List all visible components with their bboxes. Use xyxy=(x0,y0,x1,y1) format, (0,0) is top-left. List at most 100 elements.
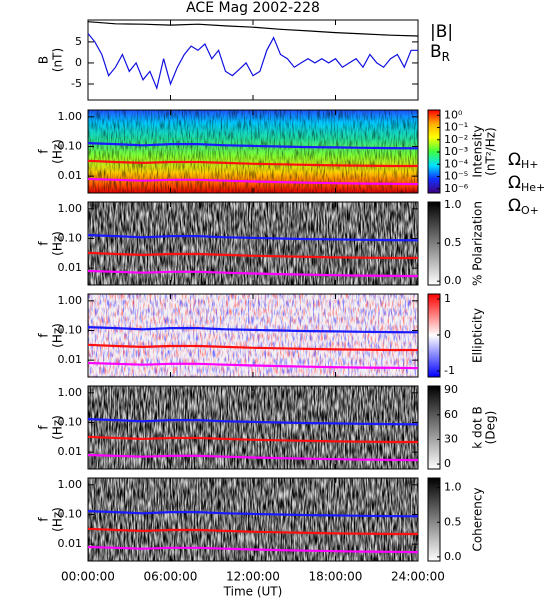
colorbar-label: Intensity xyxy=(471,125,485,177)
y-tick-label: 1.00 xyxy=(58,110,83,123)
y-tick-label: 0.10 xyxy=(58,415,83,428)
series-line xyxy=(87,177,419,186)
y-axis-label: f xyxy=(37,149,51,154)
spectrogram-texture xyxy=(88,386,418,469)
colorbar-tick-label: 10⁻¹ xyxy=(444,121,468,134)
y-tick-label: 1.00 xyxy=(58,478,83,491)
y-axis-label: (Hz) xyxy=(51,415,65,440)
series-line xyxy=(87,527,418,536)
y-tick-label: 1.00 xyxy=(58,294,83,307)
x-tick-label: 12:00:00 xyxy=(226,570,280,584)
series-line xyxy=(87,21,419,37)
series-line xyxy=(87,33,418,91)
y-axis-label: B xyxy=(37,56,51,64)
legend-name: |B| xyxy=(430,22,453,42)
series-line xyxy=(87,510,419,518)
colorbar-tick-label: 0 xyxy=(444,328,451,341)
x-tick-label: 24:00:00 xyxy=(391,570,445,584)
y-tick-label: 0.01 xyxy=(58,169,83,182)
panel: 1.00 0.10 0.01 f (Hz) 0.0 0.5 1.0 % Polarization xyxy=(37,198,485,287)
x-tick-label: 18:00:00 xyxy=(309,570,363,584)
y-tick-label: 5 xyxy=(75,35,82,48)
y-tick-label: 0.10 xyxy=(58,323,83,336)
y-axis-label: f xyxy=(37,425,51,430)
colorbar-tick-label: 0.0 xyxy=(444,550,462,563)
colorbar-label: Coherency xyxy=(471,487,485,551)
colorbar-tick-label: 10⁻⁵ xyxy=(444,170,468,183)
y-axis-label: (Hz) xyxy=(51,231,65,256)
y-tick-label: 0.01 xyxy=(58,353,83,366)
chart-title: ACE Mag 2002-228 xyxy=(186,0,320,16)
y-axis-label: f xyxy=(37,517,51,522)
series-line xyxy=(87,453,419,462)
colorbar xyxy=(427,385,441,470)
x-axis-label: Time (UT) xyxy=(223,585,283,599)
colorbar-tick-label: 1.0 xyxy=(444,198,462,211)
legend-subscript: H+ xyxy=(521,158,539,171)
colorbar-tick-label: -1 xyxy=(444,364,455,377)
series-line xyxy=(87,269,419,278)
legend-subscript: O+ xyxy=(521,204,539,217)
colorbar-label: % Polarization xyxy=(471,201,485,286)
y-tick-label: 0.10 xyxy=(58,231,83,244)
colorbar-label: (nT²/Hz) xyxy=(484,127,498,175)
colorbar-tick-label: 10⁰ xyxy=(444,108,463,121)
panel: 1.00 0.10 0.01 f (Hz) 1 0 -1 Ellipticity xyxy=(37,292,485,378)
series-line xyxy=(87,435,418,444)
series-line xyxy=(87,418,419,426)
colorbar-tick-label: 10⁻⁶ xyxy=(444,182,469,195)
colorbar-tick-label: 0 xyxy=(444,457,451,470)
y-tick-label: 0.10 xyxy=(58,507,83,520)
colorbar-tick-label: 1 xyxy=(444,292,451,305)
spectrogram-texture xyxy=(88,110,418,193)
legend-name: Ω xyxy=(508,173,521,193)
colorbar-label: Ellipticity xyxy=(471,308,485,363)
x-tick-label: 06:00:00 xyxy=(144,570,198,584)
colorbar xyxy=(427,293,441,378)
series-line xyxy=(87,545,419,554)
series-line xyxy=(87,159,418,168)
colorbar-tick-label: 0.5 xyxy=(444,236,462,249)
panel: 1.00 0.10 0.01 f (Hz) 90 60 30 0 k dot B (Deg) xyxy=(37,383,498,470)
legend-label: ΩO+ xyxy=(508,196,539,217)
y-tick-label: 0.01 xyxy=(58,261,83,274)
spectrogram-texture xyxy=(88,202,418,285)
y-tick-label: 0 xyxy=(75,56,82,69)
series-line xyxy=(87,251,418,260)
series-line xyxy=(87,326,419,334)
y-axis-label: (Hz) xyxy=(51,323,65,348)
x-tick-label: 00:00:00 xyxy=(61,570,115,584)
y-axis-label: f xyxy=(37,241,51,246)
legend-label: ΩHe+ xyxy=(508,173,545,194)
series-line xyxy=(87,361,419,370)
colorbar-tick-label: 90 xyxy=(444,383,458,396)
legend-name: B xyxy=(430,42,442,62)
colorbar-tick-label: 0.5 xyxy=(444,515,462,528)
y-tick-label: -5 xyxy=(71,77,82,90)
colorbar-tick-label: 10⁻² xyxy=(444,133,468,146)
legend-name: Ω xyxy=(508,150,521,170)
y-axis-label: (nT) xyxy=(51,48,65,72)
legend-subscript: He+ xyxy=(521,181,545,194)
y-tick-label: 0.01 xyxy=(58,445,83,458)
spectrogram-texture xyxy=(88,294,418,377)
y-tick-label: 0.10 xyxy=(58,139,83,152)
plot-frame xyxy=(87,19,419,101)
legend-label: BR xyxy=(430,42,450,64)
colorbar-label: (Deg) xyxy=(484,411,498,445)
series-line xyxy=(87,142,419,150)
spectrogram-texture xyxy=(88,478,418,561)
y-tick-label: 1.00 xyxy=(58,386,83,399)
legend-label: |B| xyxy=(430,22,453,42)
panel: 1.00 0.10 0.01 00:00:00 06:00:00 12:00:00 18:0… xyxy=(37,477,485,599)
colorbar-label: k dot B xyxy=(471,406,485,448)
colorbar-tick-label: 30 xyxy=(444,432,458,445)
y-axis-label: (Hz) xyxy=(51,139,65,164)
colorbar-tick-label: 1.0 xyxy=(444,481,462,494)
colorbar-tick-label: 10⁻³ xyxy=(444,145,468,158)
colorbar-tick-label: 60 xyxy=(444,408,458,421)
legend-name: Ω xyxy=(508,196,521,216)
colorbar xyxy=(427,477,441,562)
